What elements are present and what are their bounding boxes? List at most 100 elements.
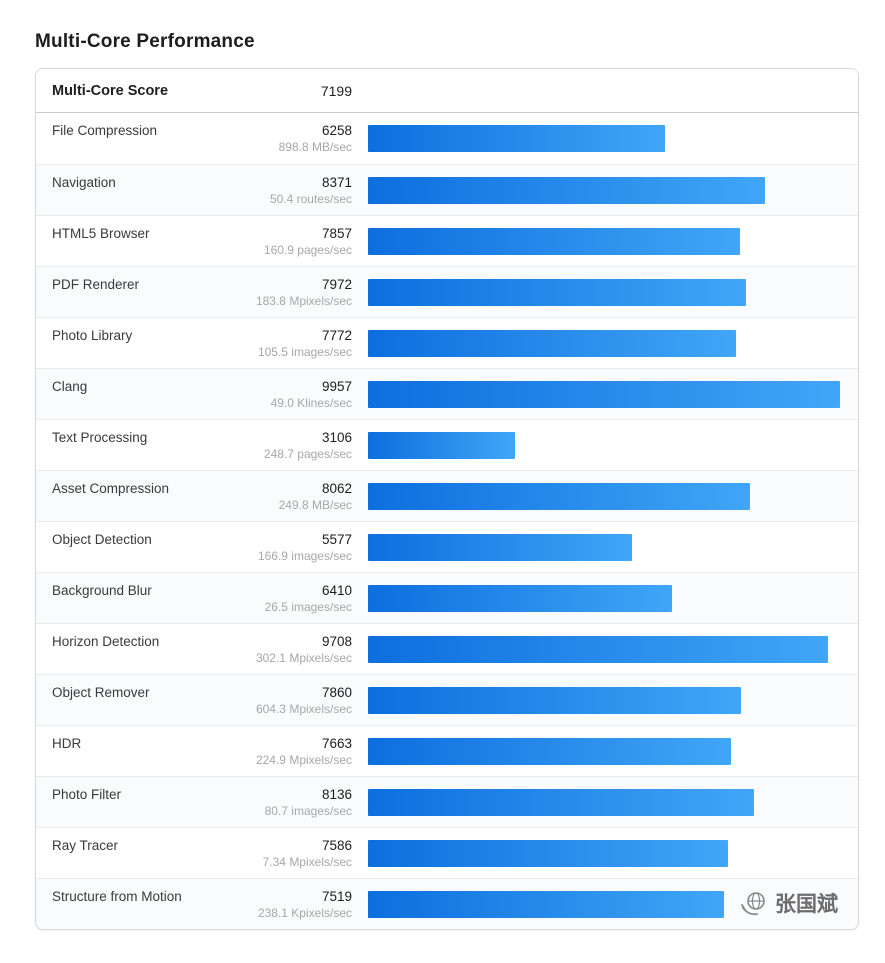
- row-label-col: File Compression 6258 898.8 MB/sec: [36, 123, 352, 154]
- bar-track: [352, 278, 858, 306]
- row-name-score-line: Clang 9957: [52, 379, 352, 394]
- row-name-score-line: File Compression 6258: [52, 123, 352, 138]
- test-rate: 160.9 pages/sec: [263, 242, 352, 257]
- test-rate: 224.9 Mpixels/sec: [255, 752, 352, 767]
- benchmark-row: Photo Library 7772 105.5 images/sec: [36, 317, 858, 368]
- row-label-col: Photo Library 7772 105.5 images/sec: [36, 328, 352, 359]
- benchmark-row: Navigation 8371 50.4 routes/sec: [36, 164, 858, 215]
- benchmark-row: Object Detection 5577 166.9 images/sec: [36, 521, 858, 572]
- test-score: 7586: [321, 837, 352, 853]
- test-name: Clang: [52, 378, 88, 394]
- benchmark-row: HTML5 Browser 7857 160.9 pages/sec: [36, 215, 858, 266]
- test-rate: 302.1 Mpixels/sec: [255, 650, 352, 665]
- row-label-col: Structure from Motion 7519 238.1 Kpixels/s…: [36, 889, 352, 920]
- test-rate: 105.5 images/sec: [257, 344, 352, 359]
- test-score: 8136: [321, 786, 352, 802]
- test-score: 7860: [321, 684, 352, 700]
- test-name: Photo Library: [52, 327, 133, 343]
- benchmark-results-card: Multi-Core Score 7199 File Compression 62…: [35, 68, 859, 930]
- row-name-score-line: Text Processing 3106: [52, 430, 352, 445]
- benchmark-row: Asset Compression 8062 249.8 MB/sec: [36, 470, 858, 521]
- row-name-score-line: Structure from Motion 7519: [52, 889, 352, 904]
- benchmark-row: HDR 7663 224.9 Mpixels/sec: [36, 725, 858, 776]
- score-header-row: Multi-Core Score 7199: [36, 69, 858, 113]
- score-bar: [368, 227, 741, 255]
- test-rate: 80.7 images/sec: [264, 803, 352, 818]
- score-bar: [368, 176, 765, 204]
- row-label-col: Object Detection 5577 166.9 images/sec: [36, 532, 352, 563]
- row-name-score-line: Object Detection 5577: [52, 532, 352, 547]
- row-label-col: PDF Renderer 7972 183.8 Mpixels/sec: [36, 277, 352, 308]
- bar-track: [352, 635, 858, 663]
- test-name: Horizon Detection: [52, 633, 160, 649]
- benchmark-row: Horizon Detection 9708 302.1 Mpixels/sec: [36, 623, 858, 674]
- test-score: 3106: [321, 429, 352, 445]
- test-rate: 249.8 MB/sec: [278, 497, 352, 512]
- score-bar: [368, 839, 728, 867]
- test-score: 6410: [321, 582, 352, 598]
- row-label-col: HTML5 Browser 7857 160.9 pages/sec: [36, 226, 352, 257]
- row-label-col: Asset Compression 8062 249.8 MB/sec: [36, 481, 352, 512]
- test-name: File Compression: [52, 123, 158, 138]
- test-name: Object Detection: [52, 531, 152, 547]
- score-bar: [368, 686, 741, 714]
- test-rate: 248.7 pages/sec: [263, 446, 352, 461]
- row-name-score-line: Asset Compression 8062: [52, 481, 352, 496]
- score-bar: [368, 584, 672, 612]
- score-bar: [368, 533, 633, 561]
- bar-track: [352, 125, 858, 152]
- test-rate: 183.8 Mpixels/sec: [255, 293, 352, 308]
- row-label-col: Photo Filter 8136 80.7 images/sec: [36, 787, 352, 818]
- test-name: HDR: [52, 735, 82, 751]
- test-rate: 7.34 Mpixels/sec: [262, 854, 352, 869]
- benchmark-row: Structure from Motion 7519 238.1 Kpixels/s…: [36, 878, 858, 929]
- test-score: 8062: [321, 480, 352, 496]
- bar-track: [352, 176, 858, 204]
- bar-track: [352, 380, 858, 408]
- test-score: 9957: [321, 378, 352, 394]
- row-name-score-line: Navigation 8371: [52, 175, 352, 190]
- test-score: 7663: [321, 735, 352, 751]
- row-name-score-line: Photo Library 7772: [52, 328, 352, 343]
- benchmark-row: Photo Filter 8136 80.7 images/sec: [36, 776, 858, 827]
- test-score: 7972: [321, 276, 352, 292]
- row-label-col: Navigation 8371 50.4 routes/sec: [36, 175, 352, 206]
- test-score: 8371: [321, 174, 352, 190]
- row-name-score-line: PDF Renderer 7972: [52, 277, 352, 292]
- test-rate: 50.4 routes/sec: [269, 191, 352, 206]
- test-name: HTML5 Browser: [52, 225, 150, 241]
- test-score: 5577: [321, 531, 352, 547]
- test-name: Asset Compression: [52, 480, 170, 496]
- row-name-score-line: HDR 7663: [52, 736, 352, 751]
- test-score: 7772: [321, 327, 352, 343]
- row-name-score-line: Object Remover 7860: [52, 685, 352, 700]
- test-name: Object Remover: [52, 684, 150, 700]
- test-score: 7857: [321, 225, 352, 241]
- row-name-score-line: Horizon Detection 9708: [52, 634, 352, 649]
- bar-track: [352, 788, 858, 816]
- benchmark-row: File Compression 6258 898.8 MB/sec: [36, 113, 858, 164]
- score-bar: [368, 125, 665, 152]
- row-label-col: HDR 7663 224.9 Mpixels/sec: [36, 736, 352, 767]
- bar-track: [352, 329, 858, 357]
- bar-track: [352, 737, 858, 765]
- score-bar: [368, 890, 725, 918]
- test-name: Text Processing: [52, 429, 148, 445]
- benchmark-row: Ray Tracer 7586 7.34 Mpixels/sec: [36, 827, 858, 878]
- row-name-score-line: HTML5 Browser 7857: [52, 226, 352, 241]
- bar-track: [352, 431, 858, 459]
- test-score: 9708: [321, 633, 352, 649]
- overall-score-value: 7199: [320, 82, 352, 99]
- row-label-col: Background Blur 6410 26.5 images/sec: [36, 583, 352, 614]
- bar-track: [352, 839, 858, 867]
- test-rate: 238.1 Kpixels/sec: [257, 905, 352, 920]
- row-label-col: Text Processing 3106 248.7 pages/sec: [36, 430, 352, 461]
- benchmark-row: PDF Renderer 7972 183.8 Mpixels/sec: [36, 266, 858, 317]
- test-name: PDF Renderer: [52, 276, 140, 292]
- score-header-label: Multi-Core Score: [52, 82, 169, 99]
- page-title: Multi-Core Performance: [35, 31, 255, 52]
- test-rate: 49.0 Klines/sec: [270, 395, 352, 410]
- test-rate: 166.9 images/sec: [257, 548, 352, 563]
- bar-track: [352, 890, 858, 918]
- test-name: Structure from Motion: [52, 888, 182, 904]
